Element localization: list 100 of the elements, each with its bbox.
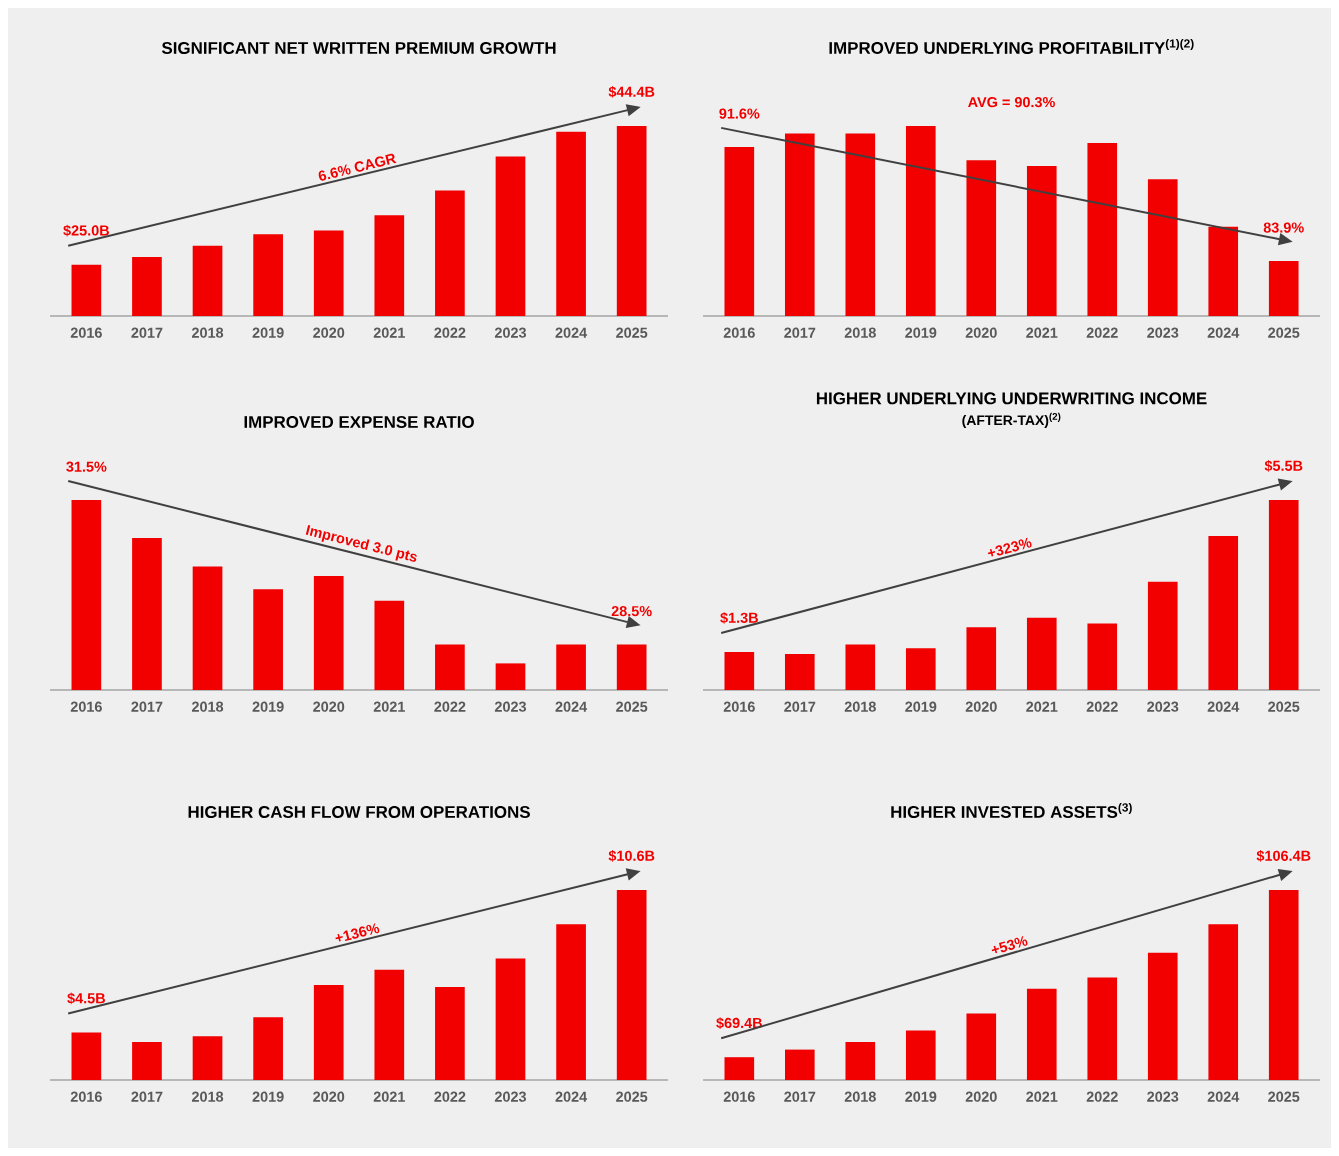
bar <box>1026 988 1057 1080</box>
x-tick-label: 2019 <box>252 327 284 338</box>
annotation: +53% <box>991 935 1028 954</box>
x-tick-label: 2022 <box>1086 701 1118 712</box>
x-tick-label: 2016 <box>70 327 102 338</box>
bar <box>905 1030 936 1080</box>
x-tick-label: 2023 <box>494 1091 527 1102</box>
bar <box>132 537 162 690</box>
bar <box>71 499 102 690</box>
bar <box>435 644 465 690</box>
bar <box>784 653 815 690</box>
x-tick-label: 2020 <box>313 701 345 712</box>
annotation: 28.5% <box>611 605 652 617</box>
x-tick-label: 2023 <box>1147 327 1179 338</box>
x-tick-label: 2020 <box>965 1091 997 1102</box>
bar <box>435 190 465 316</box>
annotation: $25.0B <box>63 224 109 237</box>
x-tick-label: 2021 <box>1026 327 1058 338</box>
x-tick-label: 2016 <box>723 327 755 338</box>
x-tick-label: 2021 <box>373 327 405 338</box>
bar <box>966 627 997 690</box>
x-tick-label: 2019 <box>905 1091 937 1102</box>
bar <box>1026 617 1057 690</box>
x-tick-label: 2024 <box>1207 1091 1240 1102</box>
bar <box>1208 536 1239 690</box>
bar <box>845 644 876 690</box>
chart-title: HIGHER INVESTED ASSETS$^{(3)}$ <box>891 802 1132 818</box>
bar <box>1147 952 1178 1080</box>
annotation: $69.4B <box>716 1017 762 1030</box>
bar <box>1208 924 1239 1080</box>
x-tick-label: 2017 <box>131 1091 163 1102</box>
text: $5.5B <box>1264 460 1303 472</box>
x-tick-label: 2023 <box>494 327 527 338</box>
text: $106.4B <box>1256 850 1311 862</box>
x-tick-label: 2017 <box>131 701 163 712</box>
x-tick-label: 2017 <box>784 327 816 338</box>
bar <box>132 1042 162 1080</box>
bar <box>1208 226 1239 316</box>
x-tick-label: 2017 <box>784 701 816 712</box>
x-tick-label: 2019 <box>905 701 937 712</box>
x-tick-label: 2018 <box>191 1091 224 1102</box>
chart-title: IMPROVED EXPENSE RATIO <box>244 415 474 428</box>
x-tick-label: 2025 <box>616 327 648 338</box>
x-tick-label: 2018 <box>844 701 876 712</box>
x-tick-label: 2019 <box>905 327 937 338</box>
x-tick-label: 2024 <box>555 1091 588 1102</box>
bar <box>1026 165 1057 316</box>
chart-title: SIGNIFICANT NET WRITTEN PREMIUM GROWTH <box>161 41 556 54</box>
x-tick-label: 2019 <box>252 1091 284 1102</box>
bar <box>1147 581 1178 690</box>
bar <box>1087 623 1118 690</box>
x-tick-label: 2021 <box>1026 701 1058 712</box>
x-tick-label: 2024 <box>555 327 588 338</box>
text: $10.6B <box>608 850 655 862</box>
annotation: +323% <box>987 537 1032 557</box>
text: AVG = 90.3% <box>968 97 1055 108</box>
x-tick-label: 2021 <box>373 701 405 712</box>
bar <box>616 125 647 316</box>
bar <box>313 230 344 316</box>
x-tick-label: 2022 <box>434 1091 466 1102</box>
x-tick-label: 2025 <box>1268 327 1300 338</box>
bar <box>435 986 465 1080</box>
x-tick-label: 2019 <box>252 701 284 712</box>
bar <box>495 958 526 1080</box>
x-tick-label: 2025 <box>616 701 648 712</box>
x-tick-label: 2024 <box>1207 701 1240 712</box>
bar <box>192 245 223 316</box>
bar <box>192 1036 223 1080</box>
bar <box>132 257 162 316</box>
chart-title: HIGHER UNDERLYING UNDERWRITING INCOME <box>816 392 1207 405</box>
chart-title: HIGHER CASH FLOW FROM OPERATIONS <box>188 805 530 818</box>
x-tick-label: 2017 <box>784 1091 816 1102</box>
bar <box>374 215 405 316</box>
annotation: 83.9% <box>1263 222 1304 233</box>
x-tick-label: 2024 <box>555 701 588 712</box>
bar <box>374 600 405 690</box>
annotation: $1.3B <box>720 612 758 624</box>
text: 91.6% <box>719 108 760 119</box>
bar <box>905 648 936 690</box>
bar <box>495 663 526 690</box>
x-tick-label: 2018 <box>191 327 224 338</box>
bar <box>556 644 586 690</box>
annotation: +136% <box>335 923 380 942</box>
bar <box>556 924 586 1080</box>
x-tick-label: 2025 <box>616 1091 648 1102</box>
x-tick-label: 2018 <box>844 1091 876 1102</box>
x-tick-label: 2017 <box>131 327 163 338</box>
x-tick-label: 2023 <box>1147 701 1179 712</box>
annotation: $4.5B <box>67 992 105 1005</box>
x-tick-label: 2022 <box>1086 1091 1118 1102</box>
text: 31.5% <box>66 461 107 472</box>
x-tick-label: 2018 <box>844 327 876 338</box>
bar <box>724 651 755 690</box>
bar <box>1268 260 1299 316</box>
bar <box>724 146 755 316</box>
bar <box>784 1049 815 1080</box>
bar <box>616 890 647 1080</box>
x-tick-label: 2016 <box>723 1091 755 1102</box>
bar <box>1087 977 1118 1080</box>
chart-subtitle: (AFTER-TAX)$^{(2)}$ <box>962 412 1061 428</box>
